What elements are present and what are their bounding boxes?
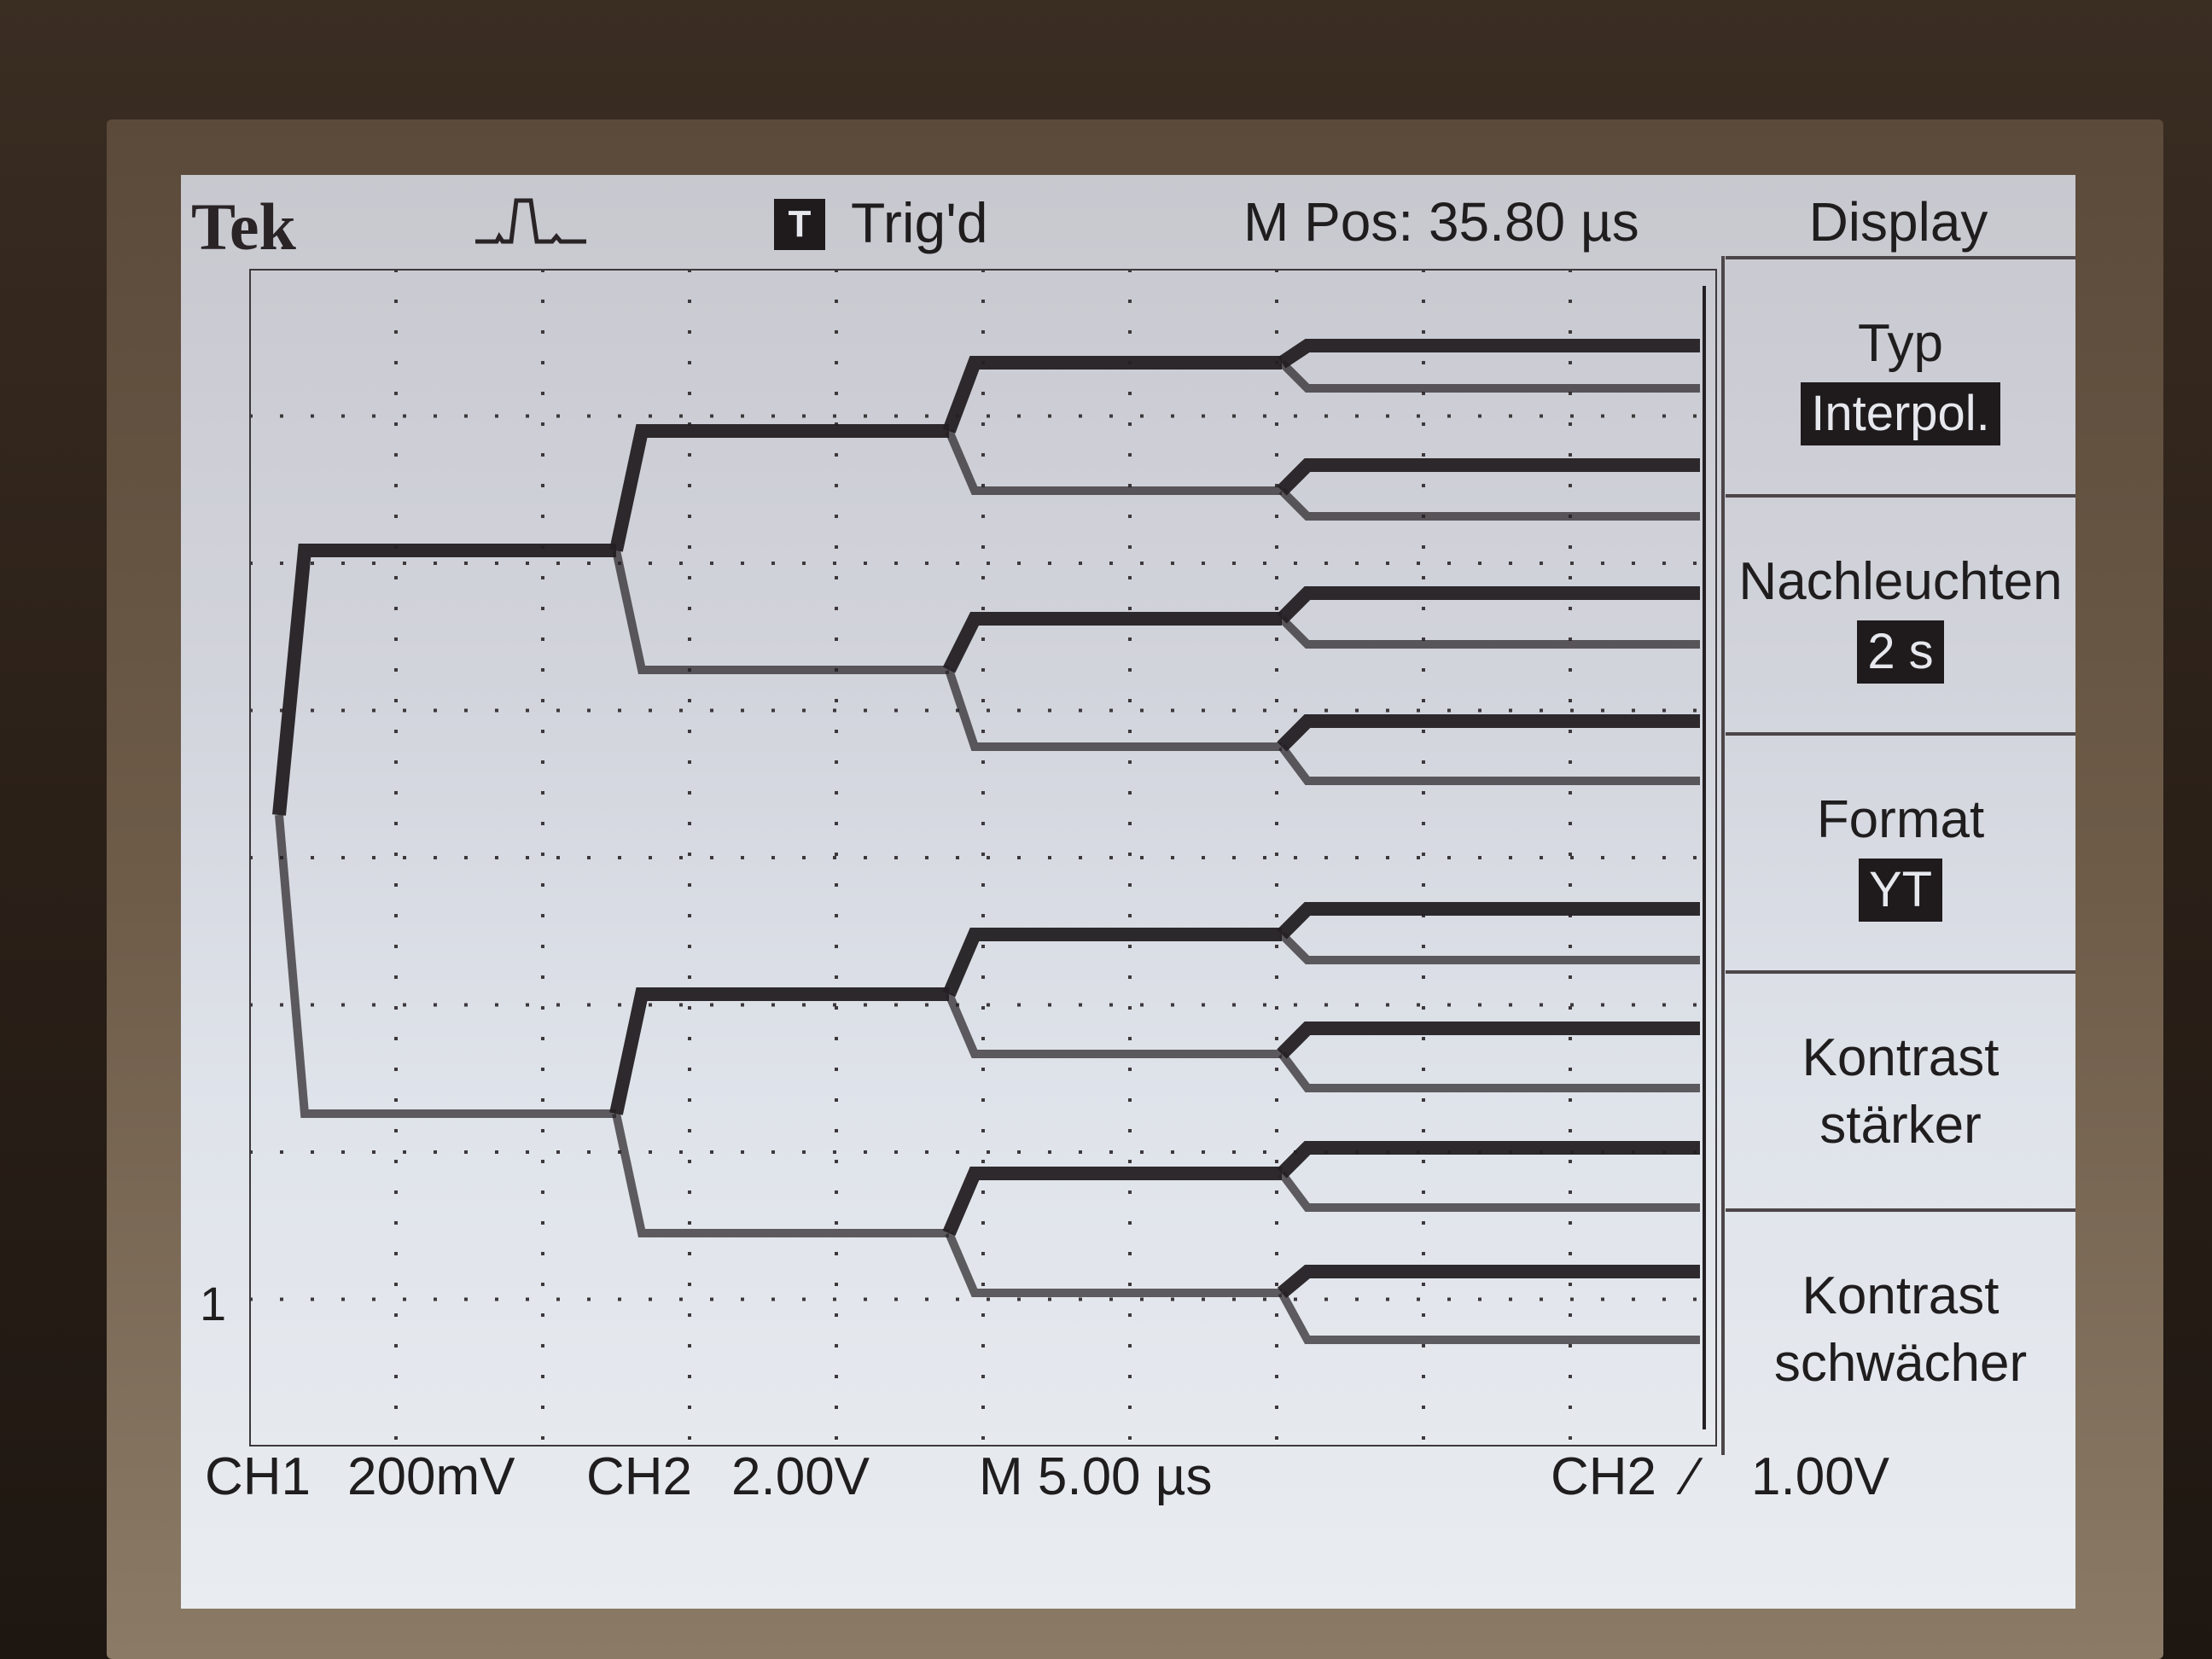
menu-item-typ[interactable]: Typ Interpol. <box>1726 256 2075 494</box>
waveform-trace <box>1278 744 1700 785</box>
menu-item-label-2: stärker <box>1819 1096 1982 1155</box>
menu-item-format[interactable]: Format YT <box>1726 732 2075 970</box>
waveform-trace <box>1278 1171 1700 1212</box>
waveform-trace <box>945 1231 1282 1297</box>
waveform-trace <box>609 987 949 1115</box>
waveform-trace <box>942 1167 1282 1237</box>
waveform-trace <box>1277 902 1700 940</box>
waveform-trace <box>945 992 1282 1058</box>
waveform-trace <box>275 814 616 1118</box>
menu-divider <box>1721 256 1725 1455</box>
menu-item-contrast-decrease[interactable]: Kontrast schwächer <box>1726 1208 2075 1455</box>
menu-item-nachleuchten[interactable]: Nachleuchten 2 s <box>1726 494 2075 732</box>
waveform-trace <box>609 424 949 552</box>
menu-item-contrast-increase[interactable]: Kontrast stärker <box>1726 970 2075 1208</box>
waveform-trace <box>1278 1290 1700 1344</box>
waveform-trace <box>1277 586 1700 624</box>
waveform-trace <box>1278 339 1700 369</box>
menu-item-label: Kontrast <box>1802 1266 2000 1325</box>
side-menu: Typ Interpol. Nachleuchten 2 s Format YT… <box>1726 256 2075 1455</box>
menu-item-label: Typ <box>1858 314 1943 373</box>
acquisition-pulse-icon <box>475 198 586 244</box>
waveform-trace <box>1278 931 1700 964</box>
waveform-trace <box>945 668 1282 751</box>
waveform-trace <box>942 612 1282 673</box>
waveform-trace <box>1277 1141 1700 1179</box>
menu-item-label-2: schwächer <box>1773 1334 2028 1393</box>
waveform-trace <box>1278 359 1700 393</box>
waveform-trace <box>1278 1051 1700 1092</box>
waveform-trace <box>612 549 949 674</box>
ch2-scale: 2.00V <box>731 1447 870 1506</box>
horizontal-position: M Pos: 35.80 µs <box>1243 191 1639 253</box>
waveform-trace <box>1278 615 1700 649</box>
ch2-label: CH2 <box>586 1447 693 1506</box>
menu-title: Display <box>1808 191 1988 253</box>
waveform-graticule <box>249 269 1717 1447</box>
menu-item-value: Interpol. <box>1801 382 2000 445</box>
menu-item-label: Nachleuchten <box>1738 552 2063 611</box>
waveform-trace <box>1277 458 1700 496</box>
trigger-source: CH2 <box>1551 1447 1657 1506</box>
trigger-status: Trig'd <box>851 191 988 254</box>
waveform-trace <box>942 356 1282 434</box>
status-bar: Tek T Trig'd M Pos: 35.80 µs <box>181 175 1717 264</box>
waveform-trace <box>1277 1265 1700 1299</box>
oscilloscope-screen: Tek T Trig'd M Pos: 35.80 µs Display 1 T… <box>181 175 2075 1609</box>
waveform-trace <box>272 544 616 816</box>
trigger-level: 1.00V <box>1751 1447 1890 1506</box>
menu-item-value: YT <box>1858 859 1943 922</box>
brand-logo: Tek <box>191 189 296 264</box>
menu-item-value: 2 s <box>1857 620 1944 684</box>
menu-item-label: Kontrast <box>1802 1028 2000 1087</box>
waveform-trace <box>1278 487 1700 521</box>
ch1-label: CH1 <box>205 1447 311 1506</box>
waveform-trace <box>945 429 1282 495</box>
trigger-badge: T <box>774 199 825 250</box>
menu-item-label: Format <box>1816 790 1985 849</box>
timebase: M 5.00 µs <box>979 1447 1213 1506</box>
ch1-ground-marker: 1 <box>200 1277 227 1330</box>
waveform-trace <box>942 928 1282 998</box>
ch1-scale: 200mV <box>347 1447 515 1506</box>
waveform-trace <box>1277 1022 1700 1059</box>
channel-readout-bar: CH1 200mV CH2 2.00V M 5.00 µs CH2 ⁄ 1.00… <box>181 1447 2075 1540</box>
trigger-slope-icon: ⁄ <box>1687 1447 1697 1506</box>
waveform-trace <box>1277 714 1700 752</box>
waveform-trace <box>612 1112 949 1237</box>
